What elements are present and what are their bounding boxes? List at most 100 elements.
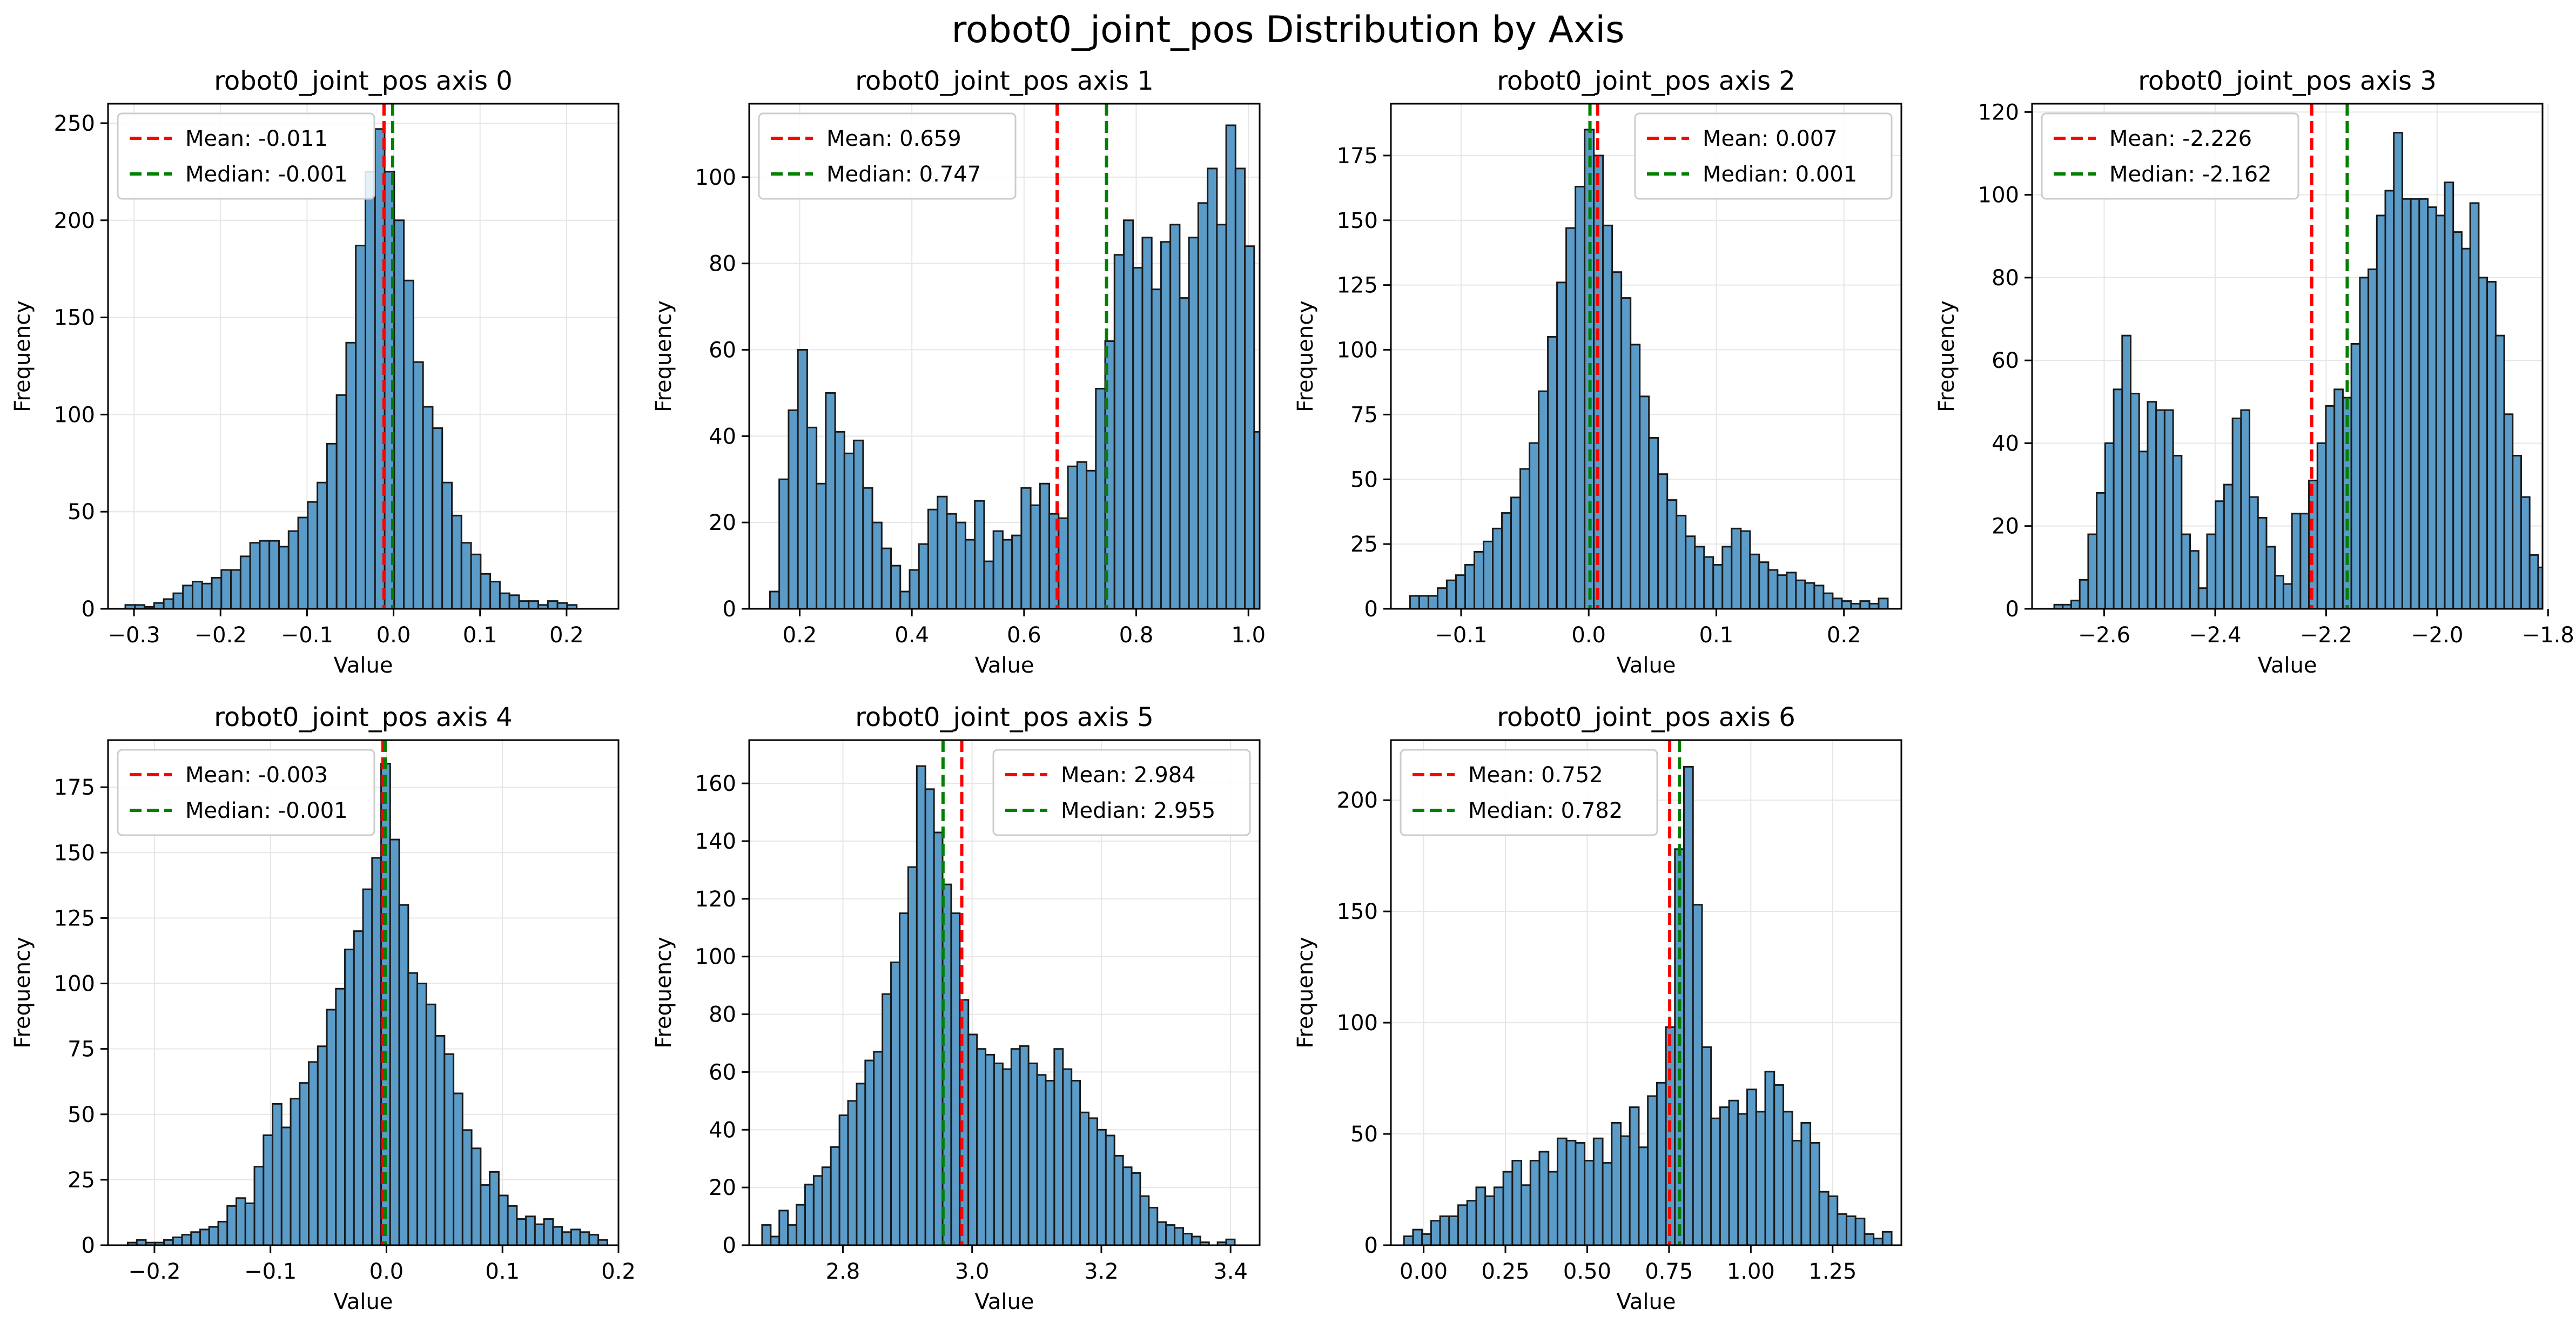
histogram-bar [345,341,357,609]
histogram-bar [1565,227,1577,609]
x-tick-label: −2.0 [2411,623,2463,648]
histogram-bar [208,1226,219,1245]
y-tick-label: 0 [723,597,736,622]
histogram-bar [2096,492,2106,609]
y-tick-label: 0 [82,1233,95,1258]
histogram-bar [1822,592,1834,609]
y-axis-label: Frequency [1934,300,1959,412]
histogram-bar [1674,848,1685,1245]
x-tick-label: −0.1 [1435,623,1487,648]
histogram-bar [1071,1079,1081,1245]
y-tick-label: 40 [709,1118,736,1143]
histogram-bar [1538,390,1549,609]
histogram-bar [1602,1162,1613,1245]
histogram-bar [847,1100,858,1245]
legend-median-label: Median: 2.955 [1061,798,1215,823]
histogram-bar [778,1210,789,1245]
histogram-bar [297,516,309,609]
histogram-bar [788,409,799,609]
y-tick-label: 50 [68,500,95,525]
legend-box [992,749,1251,836]
histogram-bar [1020,487,1032,609]
x-tick-label: 0.4 [894,623,929,648]
histogram-bar [1096,1129,1107,1245]
histogram-bar [1253,431,1260,609]
histogram-bar [1492,527,1503,609]
histogram-bar [1611,1121,1622,1245]
histogram-bar [2564,563,2572,609]
histogram-bar [1191,1235,1201,1245]
legend-box [117,112,375,200]
histogram-bar [2274,575,2284,609]
y-tick-label: 100 [54,402,95,427]
y-axis-label: Frequency [651,300,676,412]
histogram-bar [1403,1235,1414,1245]
x-tick-label: 0.0 [369,1259,404,1284]
histogram-bar [1001,539,1013,609]
histogram-bar [2460,247,2471,609]
x-tick-label: 0.25 [1481,1259,1529,1284]
histogram-bar [1421,1233,1432,1245]
histogram-bar [992,530,1004,609]
y-tick-label: 100 [695,165,736,190]
histogram-bar [1174,1227,1184,1245]
histogram-panel-6: 0.00 0.25 0.50 0.75 1.00 1.25 0 50 100 150 200 robo… [1293,702,1902,1314]
histogram-bar [299,1082,310,1245]
histogram-bar [508,594,520,609]
histogram-bar [1795,579,1806,609]
y-tick-label: 150 [54,306,95,331]
histogram-bar [556,602,568,609]
histogram-bar [1139,1195,1150,1245]
histogram-bar [838,1114,849,1245]
bars [1403,765,1893,1245]
y-tick-label: 80 [709,252,736,277]
histogram-bar [1547,336,1558,609]
y-tick-label: 60 [1992,348,2019,373]
histogram-bar [1746,1089,1757,1245]
histogram-bar [1810,1142,1820,1245]
y-tick-label: 125 [1337,273,1378,298]
histogram-bar [1156,1221,1167,1245]
histogram-bar [528,600,540,609]
legend: Mean: -2.226 Median: -2.162 [2041,112,2299,200]
histogram-bar [253,1166,265,1245]
histogram-bar [1864,1233,1875,1245]
histogram-bar [871,521,883,609]
axes-frame [1390,103,1902,610]
histogram-bar [2282,583,2293,609]
x-axis-label: Value [1617,653,1676,678]
y-tick-label: 60 [709,338,736,363]
histogram-bar [499,592,510,609]
histogram-bar [239,555,251,609]
y-tick-label: 80 [1992,266,2019,291]
histogram-bar [1666,499,1678,609]
legend-median-label: Median: 0.001 [1703,162,1857,187]
x-tick-label: 3.0 [955,1259,990,1284]
histogram-bar [853,439,864,609]
histogram-bar [2087,533,2098,609]
y-tick-label: 25 [68,1168,95,1193]
histogram-bar [263,1134,274,1245]
histogram-bar [1873,1238,1884,1245]
histogram-bar [2520,496,2531,609]
legend-box [117,749,375,836]
histogram-bar [856,1083,866,1245]
histogram-bar [1804,582,1815,609]
histogram-bar [1439,1215,1450,1245]
legend: Mean: 0.007 Median: 0.001 [1634,112,1893,200]
histogram-bar [182,585,193,609]
histogram-bar [1197,202,1209,609]
histogram-bar [2257,516,2268,609]
axes-frame [1390,739,1902,1246]
histogram-bar [1148,1207,1159,1245]
histogram-bar [2393,132,2403,609]
histogram-bar [1484,1195,1495,1245]
histogram-bar [873,1051,884,1245]
histogram-bar [2359,277,2370,609]
histogram-bar [422,406,434,609]
histogram-bar [1010,1048,1021,1245]
histogram-bar [461,1129,473,1245]
histogram-bar [909,569,920,609]
x-tick-label: 0.2 [783,623,817,648]
